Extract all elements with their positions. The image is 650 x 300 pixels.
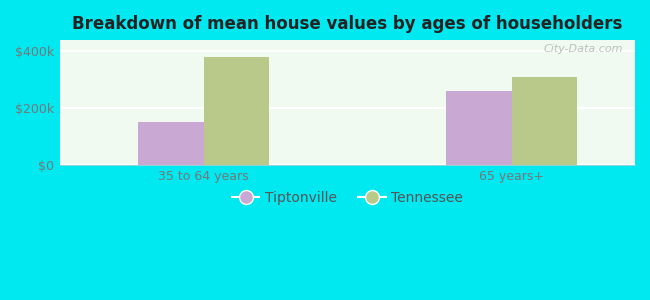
Bar [203,57,269,165]
Title: Breakdown of mean house values by ages of householders: Breakdown of mean house values by ages o… [72,15,623,33]
Text: City-Data.com: City-Data.com [544,44,623,54]
Bar [446,91,512,165]
Bar [512,77,577,165]
Bar [138,122,203,165]
Legend: Tiptonville, Tennessee: Tiptonville, Tennessee [226,185,469,210]
